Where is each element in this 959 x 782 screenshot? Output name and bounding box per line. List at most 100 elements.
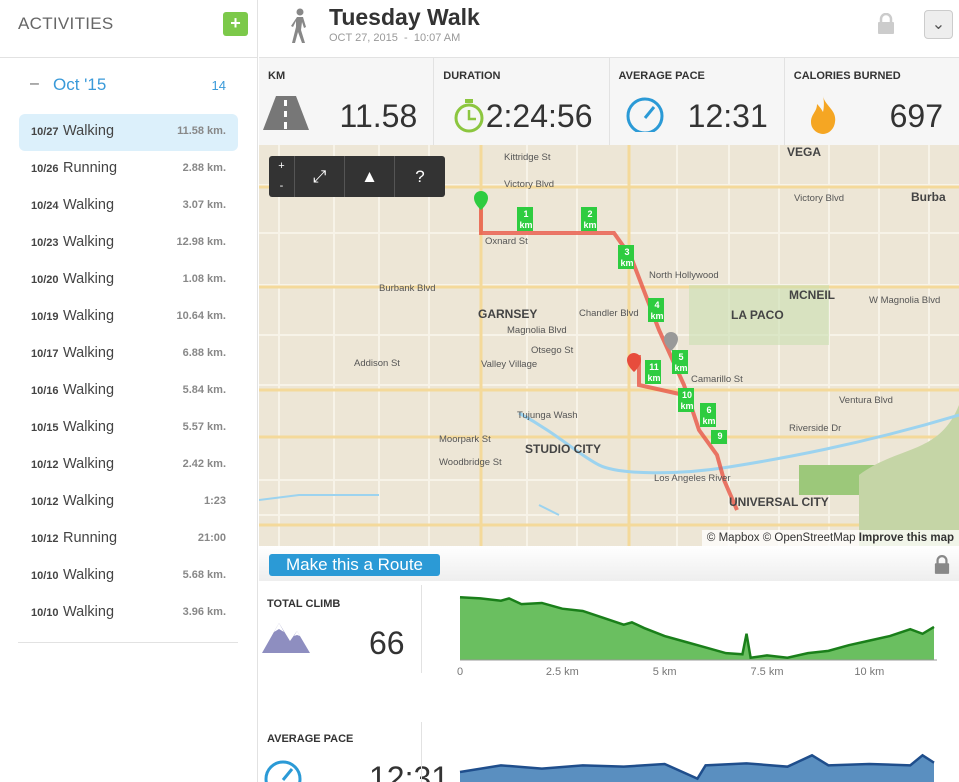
activity-date: 10/12 bbox=[31, 533, 59, 545]
map-label: Chandler Blvd bbox=[579, 308, 639, 319]
stat-value: 12:31 bbox=[687, 98, 768, 134]
terrain-button[interactable]: ▲ bbox=[345, 156, 395, 197]
chevron-down-icon: ⌄ bbox=[931, 16, 946, 33]
map-label: Tujunga Wash bbox=[517, 410, 578, 421]
activity-value: 2.42 km. bbox=[182, 458, 226, 470]
activity-type: Walking bbox=[63, 604, 115, 620]
activity-date: 10/26 bbox=[31, 163, 59, 175]
total-climb-value: 66 bbox=[369, 625, 405, 661]
improve-map-link[interactable]: Improve this map bbox=[858, 532, 954, 544]
stat-label: DURATION bbox=[443, 70, 501, 82]
map-label: W Magnolia Blvd bbox=[869, 295, 941, 306]
activity-datetime: OCT 27, 2015 - 10:07 AM bbox=[329, 32, 460, 44]
area-fill bbox=[460, 597, 934, 660]
map-label: Los Angeles River bbox=[654, 473, 731, 484]
stats-row: KM 11.58 DURATION 2:24:56 AVERAGE PACE 1… bbox=[259, 58, 959, 145]
activity-list: 10/27 Walking 11.58 km. 10/26 Running 2.88 km… bbox=[19, 114, 238, 632]
options-dropdown-button[interactable]: ⌄ bbox=[924, 10, 953, 39]
stat-value: 2:24:56 bbox=[485, 98, 593, 134]
add-activity-button[interactable]: + bbox=[223, 12, 248, 36]
lock-icon[interactable] bbox=[934, 555, 950, 575]
fullscreen-button[interactable]: ⤢ bbox=[295, 156, 345, 197]
activity-item[interactable]: 10/24 Walking 3.07 km. bbox=[19, 188, 238, 225]
mapbox-link[interactable]: © Mapbox bbox=[706, 532, 760, 544]
stat-value: 697 bbox=[889, 98, 943, 134]
activity-date: 10/17 bbox=[31, 348, 59, 360]
activity-item[interactable]: 10/26 Running 2.88 km. bbox=[19, 151, 238, 188]
activity-date: OCT 27, 2015 bbox=[329, 32, 398, 44]
x-tick-label: 0 bbox=[457, 666, 463, 675]
lock-icon[interactable] bbox=[877, 13, 895, 35]
speedometer-icon bbox=[264, 760, 302, 782]
km-marker[interactable]: 9 bbox=[717, 431, 723, 441]
activity-date: 10/19 bbox=[31, 311, 59, 323]
km-marker[interactable]: 1 km bbox=[519, 209, 533, 230]
map-label: GARNSEY bbox=[478, 307, 538, 321]
activity-item[interactable]: 10/16 Walking 5.84 km. bbox=[19, 373, 238, 410]
zoom-in-button[interactable]: + bbox=[278, 160, 285, 172]
activity-value: 10.64 km. bbox=[176, 310, 226, 322]
activity-item[interactable]: 10/15 Walking 5.57 km. bbox=[19, 410, 238, 447]
activity-type: Walking bbox=[63, 345, 115, 361]
activity-type: Walking bbox=[63, 308, 115, 324]
elevation-chart: 0 2.5 km 5 km 7.5 km 10 km bbox=[457, 596, 937, 675]
map-background bbox=[259, 145, 959, 546]
speedometer-icon bbox=[626, 97, 663, 132]
activity-type: Walking bbox=[63, 456, 115, 472]
osm-link[interactable]: © OpenStreetMap bbox=[762, 532, 856, 544]
activity-type: Walking bbox=[63, 123, 115, 139]
divider bbox=[421, 722, 422, 782]
activity-value: 3.07 km. bbox=[182, 199, 226, 211]
activity-value: 11.58 km. bbox=[177, 125, 226, 137]
series-line bbox=[459, 753, 935, 781]
km-marker[interactable]: 4 km bbox=[650, 300, 664, 321]
walking-person-icon bbox=[291, 8, 306, 43]
help-button[interactable]: ? bbox=[415, 167, 425, 186]
stat-duration: DURATION 2:24:56 bbox=[434, 58, 610, 145]
activity-item[interactable]: 10/23 Walking 12.98 km. bbox=[19, 225, 238, 262]
activity-item[interactable]: 10/17 Walking 6.88 km. bbox=[19, 336, 238, 373]
activity-item[interactable]: 10/10 Walking 5.68 km. bbox=[19, 558, 238, 595]
activity-item[interactable]: 10/10 Walking 3.96 km. bbox=[19, 595, 238, 632]
route-map[interactable]: Kittridge St Victory Blvd Oxnard St Burbank… bbox=[259, 145, 959, 546]
pace-section: AVERAGE PACE 12:31 bbox=[259, 722, 959, 782]
km-marker[interactable]: 11 km bbox=[647, 362, 661, 383]
activity-item[interactable]: 10/27 Walking 11.58 km. bbox=[19, 114, 238, 151]
map-label: STUDIO CITY bbox=[525, 442, 602, 456]
stat-label: CALORIES BURNED bbox=[793, 70, 901, 82]
activity-type: Walking bbox=[63, 382, 115, 398]
km-marker[interactable]: 5 km bbox=[674, 352, 688, 373]
divider bbox=[421, 585, 422, 673]
stopwatch-icon bbox=[454, 99, 484, 133]
activity-detail: Tuesday Walk OCT 27, 2015 - 10:07 AM ⌄ K… bbox=[259, 0, 959, 782]
activity-value: 6.88 km. bbox=[182, 347, 226, 359]
activity-item[interactable]: 10/12 Running 21:00 bbox=[19, 521, 238, 558]
km-marker[interactable]: 6 km bbox=[702, 405, 716, 426]
activity-date: 10/15 bbox=[31, 422, 59, 434]
activity-value: 1.08 km. bbox=[182, 273, 226, 285]
collapse-icon[interactable]: – bbox=[30, 75, 39, 92]
activity-item[interactable]: 10/20 Walking 1.08 km. bbox=[19, 262, 238, 299]
km-marker[interactable]: 10 km bbox=[680, 390, 694, 411]
activity-type: Walking bbox=[63, 567, 115, 583]
sidebar-header: ACTIVITIES + bbox=[0, 0, 257, 58]
activity-value: 5.84 km. bbox=[182, 384, 226, 396]
activity-time: 10:07 AM bbox=[413, 32, 461, 44]
activity-item[interactable]: 10/19 Walking 10.64 km. bbox=[19, 299, 238, 336]
km-marker[interactable]: 2 km bbox=[583, 209, 597, 230]
activity-date: 10/24 bbox=[31, 200, 59, 212]
mountain-icon bbox=[262, 623, 310, 653]
activity-item[interactable]: 10/12 Walking 2.42 km. bbox=[19, 447, 238, 484]
zoom-out-button[interactable]: - bbox=[279, 180, 284, 192]
series-line bbox=[459, 596, 935, 660]
zoom-control: + - bbox=[269, 156, 295, 197]
month-group-header[interactable]: – Oct '15 14 bbox=[30, 75, 230, 95]
km-marker[interactable]: 3 km bbox=[620, 247, 634, 268]
activity-date: 10/12 bbox=[31, 496, 59, 508]
map-label: Woodbridge St bbox=[439, 457, 502, 468]
stat-calories: CALORIES BURNED 697 bbox=[785, 58, 959, 145]
activity-date: 10/23 bbox=[31, 237, 59, 249]
make-route-button[interactable]: Make this a Route bbox=[269, 554, 440, 576]
activity-item[interactable]: 10/12 Walking 1:23 bbox=[19, 484, 238, 521]
activity-value: 1:23 bbox=[203, 495, 226, 507]
